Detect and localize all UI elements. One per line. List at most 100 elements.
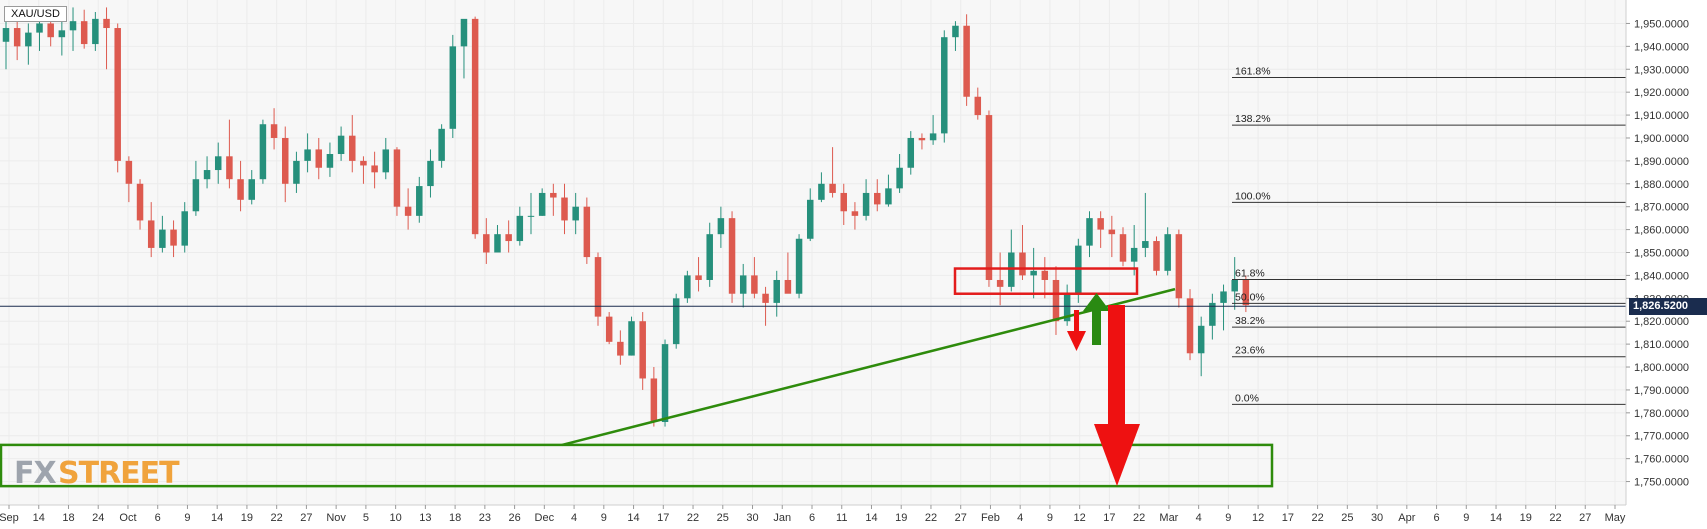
fib-level-label: 38.2% <box>1235 315 1265 327</box>
fxstreet-watermark: FX STREET <box>14 456 181 491</box>
candle-body <box>393 149 401 207</box>
x-tick-label: 22 <box>925 512 937 524</box>
candle-body <box>293 160 300 184</box>
down-arrow-large-icon <box>1094 424 1140 486</box>
x-tick-label: 30 <box>746 512 758 524</box>
candle-body <box>952 25 959 38</box>
y-tick-label: 1,840.0000 <box>1634 270 1689 282</box>
x-tick-label: 12 <box>1252 512 1264 524</box>
x-tick-label: 6 <box>1433 512 1439 524</box>
x-tick-label: 24 <box>92 512 104 524</box>
candle-body <box>1142 241 1149 248</box>
candle-body <box>471 18 479 235</box>
fib-level-label: 161.8% <box>1235 66 1271 78</box>
candle-body <box>1052 279 1060 322</box>
candle-body <box>259 124 267 180</box>
y-tick-label: 1,940.0000 <box>1634 41 1689 53</box>
x-tick-label: May <box>1605 512 1626 524</box>
candles <box>2 7 1250 427</box>
x-axis: Sep 14 18 24 Oct 6 9 14 19 22 27 Nov 5 10 13 18 23 26 Dec 4… <box>0 504 1626 524</box>
candle-body <box>907 137 915 168</box>
x-tick-label: 22 <box>1133 512 1145 524</box>
fib-level-label: 100.0% <box>1235 190 1271 202</box>
x-tick-label: Feb <box>981 512 1000 524</box>
x-tick-label: 18 <box>62 512 74 524</box>
candle-body <box>806 199 814 239</box>
candle-body <box>1063 293 1071 322</box>
candle-body <box>438 128 445 161</box>
y-axis: 1,750.0000 1,760.0000 1,770.0000 1,780.0000… <box>1625 0 1689 505</box>
candle-body <box>326 154 334 168</box>
candle-body <box>572 206 579 221</box>
y-tick-label: 1,790.0000 <box>1634 385 1689 397</box>
candle-body <box>237 179 244 200</box>
candle-body <box>1108 229 1116 235</box>
candle-body <box>550 192 557 198</box>
candle-body <box>1175 234 1183 299</box>
x-tick-label: 10 <box>390 512 402 524</box>
up-arrow-shaft <box>1092 308 1101 345</box>
candle-body <box>851 211 859 216</box>
candle-body <box>114 28 121 161</box>
candle-body <box>1119 234 1127 262</box>
candle-body <box>874 192 881 205</box>
y-tick-label: 1,860.0000 <box>1634 225 1689 237</box>
candle-body <box>672 298 680 345</box>
x-tick-label: Sep <box>0 512 19 524</box>
x-tick-label: 4 <box>1196 512 1202 524</box>
candle-body <box>214 156 222 171</box>
down-arrow-large-shaft <box>1108 305 1125 426</box>
candle-body <box>360 160 367 166</box>
fib-level-label: 0.0% <box>1235 392 1259 404</box>
y-tick-label: 1,950.0000 <box>1634 18 1689 30</box>
y-tick-label: 1,770.0000 <box>1634 431 1689 443</box>
down-arrow-small-icon <box>1067 331 1086 351</box>
down-arrow-small-shaft <box>1074 310 1079 332</box>
candle-body <box>1130 247 1138 262</box>
x-tick-label: 4 <box>571 512 577 524</box>
x-tick-label: 22 <box>271 512 283 524</box>
candle-body <box>840 192 847 212</box>
y-tick-label: 1,890.0000 <box>1634 156 1689 168</box>
x-tick-label: 23 <box>479 512 491 524</box>
candle-body <box>47 23 54 38</box>
candle-body <box>896 167 903 189</box>
x-tick-label: 9 <box>601 512 607 524</box>
candle-body <box>483 234 490 253</box>
current-price-tag: 1,826.5200 <box>1629 298 1707 316</box>
candle-body <box>449 46 457 129</box>
resistance-zone-box <box>953 267 1139 295</box>
support-zone <box>0 443 1274 488</box>
x-tick-label: Dec <box>535 512 555 524</box>
x-tick-label: Mar <box>1159 512 1178 524</box>
candle-body <box>103 18 110 29</box>
y-tick-label: 1,780.0000 <box>1634 408 1689 420</box>
y-tick-label: 1,850.0000 <box>1634 248 1689 260</box>
x-tick-label: 30 <box>1371 512 1383 524</box>
x-tick-label: 6 <box>155 512 161 524</box>
y-tick-label: 1,820.0000 <box>1634 316 1689 328</box>
candle-body <box>1164 234 1171 271</box>
candle-body <box>170 229 177 246</box>
x-tick-label: 22 <box>1311 512 1323 524</box>
candle-body <box>527 215 535 217</box>
candle-body <box>248 179 255 200</box>
candle-body <box>416 186 423 216</box>
annotations <box>0 267 1626 486</box>
candle-body <box>974 96 982 116</box>
candle-body <box>203 170 211 180</box>
x-tick-label: 26 <box>508 512 520 524</box>
x-tick-label: 4 <box>1017 512 1023 524</box>
candle-body <box>58 30 66 38</box>
y-tick-label: 1,900.0000 <box>1634 133 1689 145</box>
x-tick-label: 12 <box>1074 512 1086 524</box>
candle-body <box>36 23 43 33</box>
x-tick-label: 9 <box>1463 512 1469 524</box>
x-tick-label: 9 <box>1047 512 1053 524</box>
candle-body <box>382 149 390 173</box>
candle-body <box>181 211 188 246</box>
x-tick-label: 5 <box>363 512 369 524</box>
y-tick-label: 1,750.0000 <box>1634 477 1689 489</box>
candle-body <box>784 279 792 294</box>
